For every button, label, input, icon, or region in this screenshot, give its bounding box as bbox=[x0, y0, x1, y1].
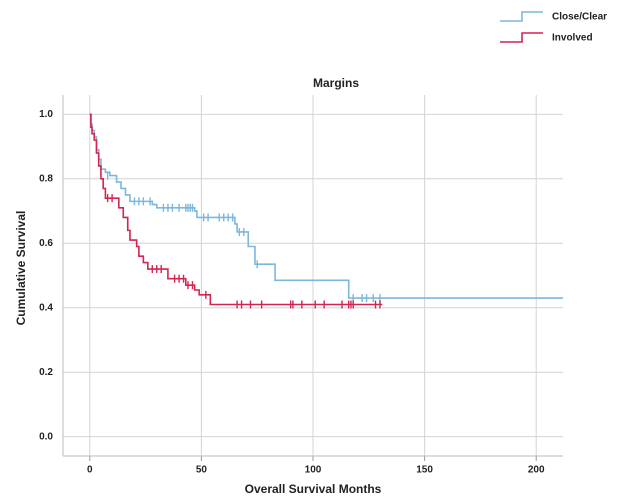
y-tick-label: 0.0 bbox=[39, 431, 53, 442]
survival-line bbox=[89, 113, 383, 306]
x-tick-label: 0 bbox=[87, 465, 93, 476]
y-tick-label: 0.6 bbox=[39, 238, 53, 249]
x-tick-label: 100 bbox=[305, 465, 322, 476]
legend-label: Close/Clear bbox=[552, 12, 607, 23]
legend-label: Involved bbox=[552, 33, 593, 44]
legend-swatch bbox=[500, 11, 543, 22]
y-tick-label: 1.0 bbox=[39, 109, 53, 120]
y-axis-label: Cumulative Survival bbox=[14, 211, 28, 326]
x-tick-label: 50 bbox=[196, 465, 208, 476]
y-tick-label: 0.2 bbox=[39, 367, 53, 378]
x-axis-label: Overall Survival Months bbox=[245, 482, 382, 496]
y-tick-label: 0.8 bbox=[39, 173, 53, 184]
y-tick-label: 0.4 bbox=[39, 302, 53, 313]
x-tick-label: 150 bbox=[416, 465, 433, 476]
x-tick-label: 200 bbox=[528, 465, 545, 476]
chart-title: Margins bbox=[313, 76, 359, 90]
legend-swatch bbox=[500, 32, 543, 43]
